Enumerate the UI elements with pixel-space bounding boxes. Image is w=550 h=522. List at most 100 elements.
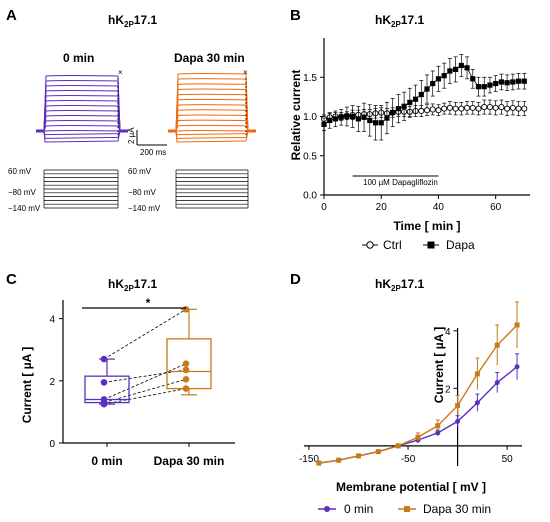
data-point-dapa — [390, 109, 396, 116]
chart-d-legend: 0 min Dapa 30 min — [318, 502, 491, 516]
proto-left-140: −140 mV — [8, 204, 41, 213]
y-tick-label: 2 — [445, 384, 451, 395]
y-tick-label: 0.0 — [303, 191, 317, 202]
data-point — [182, 385, 190, 392]
paired-line — [103, 363, 187, 400]
chart-b-plot: 0.0 0.5 1.0 1.5 0 20 40 60 — [303, 38, 530, 213]
x-tick-label: 50 — [502, 454, 514, 465]
series-line-0 — [318, 366, 518, 464]
data-point-dapa — [401, 103, 407, 109]
current-trace — [175, 104, 249, 132]
scale-bar-x-label: 200 ms — [140, 148, 166, 157]
data-point-dapa — [372, 120, 379, 126]
data-point-dapa — [336, 457, 342, 463]
data-point-dapa — [464, 65, 470, 71]
current-trace — [43, 130, 121, 143]
current-trace — [175, 98, 249, 132]
data-point-dapa — [395, 443, 401, 449]
data-point-dapa — [356, 453, 361, 459]
data-point-dapa — [458, 62, 464, 69]
data-point — [182, 306, 190, 313]
panel-a-label-dapa: Dapa 30 min — [174, 51, 245, 65]
data-point-dapa — [435, 76, 442, 82]
data-point-ctrl — [492, 104, 499, 111]
current-trace — [175, 119, 249, 132]
current-trace — [43, 100, 121, 132]
data-point-0min — [435, 430, 441, 436]
data-point-ctrl — [458, 105, 465, 112]
current-trace — [175, 93, 249, 132]
data-point-ctrl — [435, 107, 442, 114]
data-point-dapa — [498, 79, 504, 85]
panel-c: C hK2P17.1 0 2 4 * Current [ µA ] 0 min Dap… — [6, 271, 235, 468]
paired-line — [103, 378, 187, 403]
data-point-dapa — [510, 79, 516, 85]
data-point-ctrl — [418, 107, 425, 115]
current-trace — [43, 80, 121, 132]
data-point-dapa — [375, 449, 381, 455]
data-point-dapa — [475, 84, 482, 90]
data-point — [182, 375, 190, 383]
proto-right-80: −80 mV — [128, 188, 156, 197]
y-tick-label: 4 — [445, 327, 451, 338]
chart-b-ylabel: Relative current — [289, 70, 303, 161]
data-point-dapa — [435, 423, 441, 429]
voltage-protocol-right — [175, 169, 249, 209]
data-point-ctrl — [446, 104, 453, 111]
paired-line — [103, 369, 187, 383]
significance-star: * — [146, 296, 151, 310]
data-point-ctrl — [469, 104, 476, 111]
data-point — [100, 400, 108, 408]
data-point-ctrl — [486, 104, 493, 111]
current-trace — [43, 120, 121, 132]
data-point-dapa — [395, 106, 401, 112]
data-point-dapa — [344, 113, 350, 120]
current-trace — [43, 90, 121, 132]
data-point-dapa — [316, 460, 322, 466]
legend-dapa-marker-d — [404, 506, 410, 512]
data-point-dapa — [424, 86, 430, 92]
drug-annotation: 100 µM Dapagliflozin — [363, 178, 438, 187]
data-point — [182, 366, 190, 374]
data-point-dapa — [474, 371, 480, 377]
current-traces-dapa — [168, 73, 256, 143]
chart-c-cat-0: 0 min — [91, 454, 122, 468]
data-point-ctrl — [441, 105, 448, 112]
panel-b-letter: B — [290, 7, 301, 24]
legend-dapa-label: Dapa — [446, 238, 475, 252]
panel-a-marker-left: × — [118, 68, 123, 77]
current-trace — [43, 110, 121, 132]
data-point-dapa — [441, 73, 447, 79]
chart-d-xlabel: Membrane potential [ mV ] — [336, 480, 486, 494]
data-point-dapa — [504, 80, 510, 86]
data-point-dapa — [493, 80, 499, 87]
data-point — [100, 379, 108, 386]
data-point-dapa — [447, 68, 453, 74]
legend-dapa-label-d: Dapa 30 min — [423, 502, 491, 516]
data-point-dapa — [487, 82, 493, 88]
data-point-dapa — [418, 91, 424, 98]
scale-bar-y-label: 2 µA — [127, 127, 136, 144]
panel-d: D hK2P17.1 -150 -50 50 2 4 Current [ µA ] Me… — [290, 271, 522, 516]
proto-right-60: 60 mV — [128, 167, 152, 176]
x-tick-label: -50 — [401, 454, 416, 465]
data-point-dapa — [412, 96, 419, 102]
x-tick-label: 40 — [433, 202, 445, 213]
proto-right-140: −140 mV — [128, 204, 161, 213]
data-point-ctrl — [481, 104, 488, 111]
x-tick-label: 20 — [376, 202, 388, 213]
data-point-ctrl — [521, 105, 528, 112]
voltage-protocol-left — [43, 169, 119, 209]
current-trace — [43, 85, 121, 132]
data-point-dapa — [470, 76, 476, 82]
paired-line — [103, 388, 187, 405]
data-point-dapa — [384, 115, 390, 121]
data-point-dapa — [494, 342, 500, 348]
data-point-dapa — [332, 116, 339, 122]
data-point-ctrl — [429, 106, 436, 113]
current-trace — [43, 130, 121, 136]
x-tick-label: 0 — [321, 202, 327, 213]
current-trace — [175, 130, 249, 136]
current-trace — [175, 78, 249, 132]
